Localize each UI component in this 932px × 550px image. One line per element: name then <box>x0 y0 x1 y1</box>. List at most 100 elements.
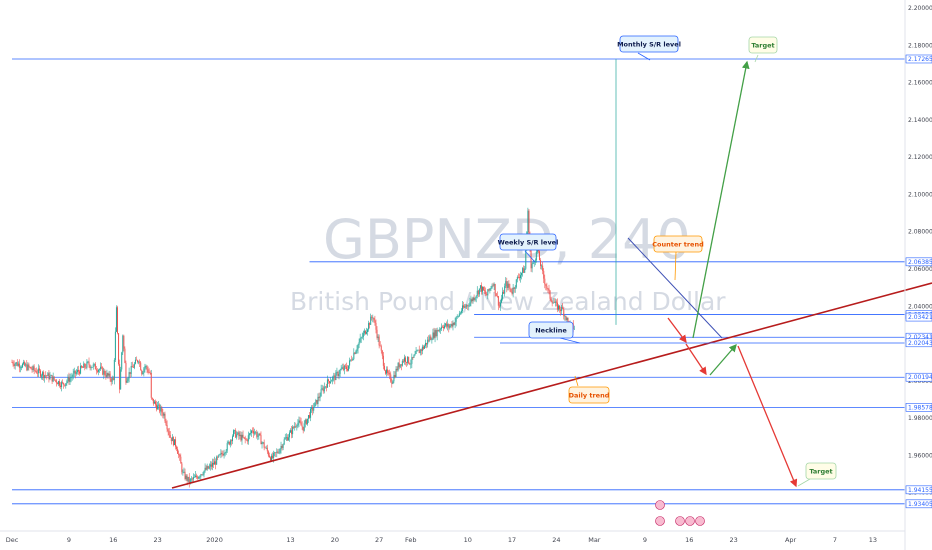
candle-body <box>115 307 117 332</box>
price-axis[interactable]: 2.20000 2.18000 2.16000 2.14000 2.12000 2.100… <box>908 5 932 497</box>
time-axis[interactable]: Dec 9 16 23 2020 13 20 27 Feb 10 17 24 Mar 9 16 23 Apr 7 1… <box>6 536 877 544</box>
candle-body <box>166 424 168 430</box>
candle-body <box>181 463 183 473</box>
candle-body <box>458 313 460 317</box>
candle-body <box>472 297 474 302</box>
candle-body <box>43 372 45 379</box>
candle-body <box>185 475 187 479</box>
candle-body <box>260 435 262 445</box>
callout-text: Neckline <box>535 327 567 335</box>
candle-body <box>189 478 191 483</box>
callout-box <box>653 235 703 253</box>
candle-body <box>376 329 378 338</box>
candle-body <box>201 474 203 475</box>
candle-body <box>141 370 143 375</box>
candle-body <box>278 452 280 454</box>
candle-body <box>445 323 447 326</box>
arrow-down-2 <box>685 343 707 376</box>
time-tick-label: 24 <box>552 536 560 544</box>
callout-tail <box>559 337 581 344</box>
candle-body <box>355 351 357 354</box>
candle-body <box>250 430 252 434</box>
candle-body <box>297 422 299 426</box>
event-icons <box>655 500 705 526</box>
horizontal-levels <box>12 58 905 505</box>
candle-body <box>424 345 426 349</box>
candle-body <box>157 405 159 410</box>
callout-text: Daily trend <box>569 392 610 400</box>
candle-body <box>358 342 360 345</box>
candle-body <box>564 315 566 317</box>
time-tick-label: 10 <box>464 536 472 544</box>
candle-body <box>149 372 151 374</box>
candle-body <box>87 361 89 363</box>
candle-body <box>439 329 441 330</box>
candle-body <box>34 370 36 371</box>
candle-body <box>478 288 480 295</box>
candle-body <box>482 286 484 292</box>
event-flag-icon <box>675 516 685 526</box>
price-tick-label: 2.20000 <box>908 5 932 12</box>
price-tag-label: 1.94155 <box>908 487 932 494</box>
time-tick-label: 17 <box>508 536 516 544</box>
candle-body <box>449 325 451 328</box>
callout-text: Target <box>751 42 774 50</box>
candle-body <box>379 345 381 347</box>
candle-body <box>425 342 427 346</box>
price-tag-box <box>905 499 932 509</box>
candle-body <box>140 362 142 371</box>
candle-body <box>178 453 180 455</box>
candle-body <box>334 375 336 381</box>
candle-body <box>335 372 337 381</box>
time-tick-label: 13 <box>286 536 294 544</box>
candle-body <box>299 420 301 423</box>
candle-body <box>229 440 231 445</box>
candle-body <box>441 326 443 328</box>
candle-body <box>118 333 120 365</box>
candle-body <box>219 454 221 456</box>
candle-body <box>323 386 325 392</box>
candle-body <box>319 396 321 398</box>
candle-body <box>190 478 192 480</box>
candle-body <box>169 434 171 438</box>
candle-body <box>14 363 16 366</box>
time-tick-label: 7 <box>833 536 837 544</box>
candle-body <box>467 305 469 307</box>
candle-body <box>266 447 268 452</box>
candle-body <box>273 453 275 459</box>
candle-body <box>509 287 511 289</box>
candle-body <box>262 442 264 443</box>
candle-body <box>521 272 523 276</box>
candle-body <box>222 454 224 456</box>
candle-body <box>507 283 509 288</box>
candle-body <box>306 418 308 425</box>
drawings: Monthly S/R level Weekly S/R level Necklin… <box>171 35 932 526</box>
candle-body <box>54 379 56 381</box>
candle-body <box>29 367 31 368</box>
candle-body <box>154 401 156 405</box>
candle-body <box>132 367 134 368</box>
candle-body <box>302 426 304 431</box>
time-tick-label: 16 <box>685 536 693 544</box>
candle-body <box>107 373 109 376</box>
candle-body <box>295 426 297 427</box>
candle-body <box>342 367 344 370</box>
candle-body <box>77 369 79 372</box>
candle-body <box>430 336 432 340</box>
candle-body <box>446 323 448 327</box>
candle-body <box>508 283 510 288</box>
candle-body <box>233 430 235 437</box>
candle-body <box>371 316 373 318</box>
candle-body <box>172 437 174 446</box>
candle-body <box>142 372 144 375</box>
callout-text: Target <box>809 468 832 476</box>
candle-body <box>503 291 505 294</box>
time-tick-label: Feb <box>405 536 417 544</box>
candle-body <box>411 357 413 364</box>
candle-body <box>164 413 166 422</box>
candle-body <box>292 426 294 435</box>
callout-tail <box>637 52 651 61</box>
candle-body <box>228 441 230 445</box>
candle-body <box>147 369 149 373</box>
